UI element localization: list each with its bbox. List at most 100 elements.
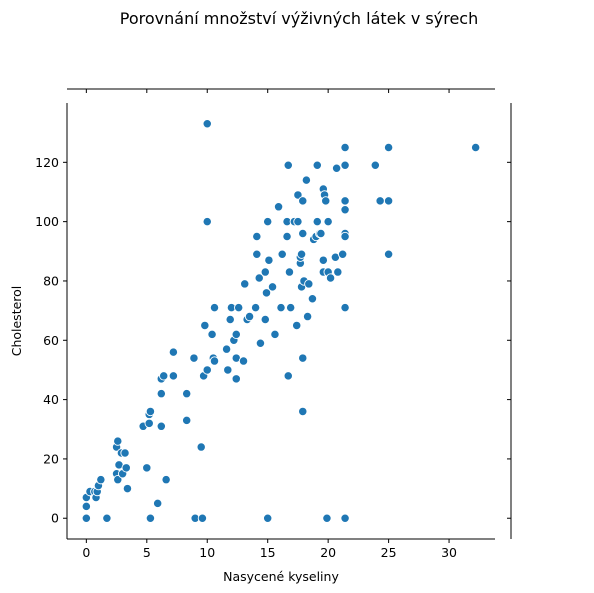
data-point [263,513,273,523]
x-axis-label: Nasycené kyseliny [223,569,339,584]
data-point [225,314,235,325]
data-points [81,119,481,523]
data-point [318,255,328,265]
x-tick-label: 30 [441,545,457,560]
data-point [340,303,350,313]
x-tick-label: 5 [143,545,151,560]
y-tick-label: 100 [35,214,59,229]
data-point [307,294,318,304]
data-point [113,436,123,446]
x-tick-label: 25 [381,545,397,560]
right-marginal-ticks [507,161,511,519]
y-tick-label: 80 [43,273,59,288]
data-point [197,513,208,523]
data-point [298,196,308,206]
y-axis-ticks: 0 20 40 60 80 100 120 [35,155,67,526]
y-tick-label: 60 [43,333,59,348]
data-point [325,273,336,283]
data-point [276,303,286,313]
data-point [202,216,212,227]
data-point [234,303,244,313]
data-point [340,196,350,206]
data-point [182,415,192,426]
data-point [252,231,262,242]
data-point [207,329,217,339]
x-tick-label: 20 [320,545,336,560]
data-point [102,513,112,523]
data-point [383,142,394,153]
data-point [284,267,295,277]
data-point [302,311,313,322]
data-point [312,160,322,170]
chart-title: Porovnání množství výživných látek v sýr… [120,9,478,28]
data-point [189,353,199,363]
data-point [340,142,350,153]
data-point [273,202,284,212]
data-point [202,119,212,129]
data-point [293,216,303,227]
data-point [301,175,312,185]
data-point [240,279,250,289]
data-point [282,231,292,242]
data-point [238,356,249,366]
data-point [267,282,278,292]
data-point [144,418,154,428]
y-axis-label: Cholesterol [9,286,24,357]
y-tick-label: 120 [35,155,59,170]
data-point [122,483,133,494]
data-point [231,374,241,384]
data-point [261,288,272,298]
data-point [182,389,192,399]
data-point [81,501,91,512]
data-point [283,371,293,381]
data-point [370,160,380,170]
data-point [338,249,348,259]
data-point [81,513,91,523]
data-point [209,303,220,313]
data-point [196,442,206,452]
data-point [250,303,261,313]
data-point [254,273,264,283]
data-point [471,142,481,153]
data-point [221,344,232,354]
data-point [322,513,332,523]
data-point [263,216,273,227]
data-point [161,475,171,485]
data-point [331,163,342,173]
x-axis-ticks: 0 5 10 15 20 25 30 [82,539,457,560]
data-point [159,371,169,381]
x-tick-label: 15 [260,545,276,560]
data-point [270,329,280,339]
data-point [340,160,350,170]
data-point [200,320,210,331]
data-point [202,365,212,375]
data-point [298,353,308,363]
data-point [383,196,394,206]
data-point [264,255,274,265]
data-point [283,160,293,170]
data-point [142,463,152,473]
x-tick-label: 10 [199,545,215,560]
data-point [383,249,394,259]
data-point [292,320,302,331]
data-point [286,303,296,313]
data-point [340,205,350,215]
data-point [375,196,385,206]
top-marginal-ticks [85,89,450,93]
data-point [340,231,350,242]
data-point [304,279,314,289]
data-point [323,216,333,227]
data-point [298,228,308,239]
data-point [293,190,303,200]
data-point [120,448,130,458]
x-tick-label: 0 [82,545,90,560]
data-point [168,371,179,381]
data-point [260,314,270,325]
y-tick-label: 0 [51,511,59,526]
data-point [333,267,343,277]
data-point [209,356,220,366]
data-point [156,421,166,431]
data-point [153,498,163,509]
data-point [145,513,156,523]
